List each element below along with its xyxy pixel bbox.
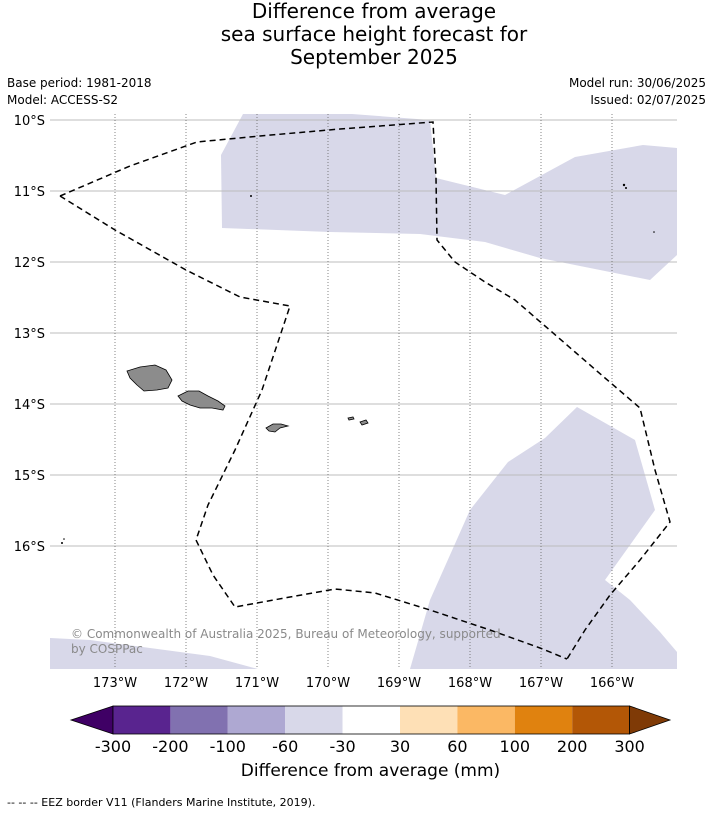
lon-labels: 173°W 172°W 171°W 170°W 169°W 168°W 167°… xyxy=(93,676,634,691)
colorbar-tick-label: -30 xyxy=(330,737,356,756)
colorbar-swatch xyxy=(285,706,343,734)
islet-east xyxy=(653,231,655,233)
colorbar-swatch xyxy=(457,706,515,734)
anomaly-region-southwest xyxy=(50,638,258,669)
map-title: Difference from average sea surface heig… xyxy=(0,0,713,69)
lon-label: 167°W xyxy=(519,676,563,691)
base-period: Base period: 1981-2018 xyxy=(7,76,152,90)
island-upolu xyxy=(177,390,226,411)
eez-layer xyxy=(59,121,671,660)
colorbar-tick-label: 60 xyxy=(447,737,467,756)
lon-label: 168°W xyxy=(448,676,492,691)
colorbar-min-extend xyxy=(69,705,114,735)
lat-label: 13°S xyxy=(14,327,45,342)
lon-label: 166°W xyxy=(590,676,634,691)
land-layer xyxy=(61,183,655,544)
colorbar-outline xyxy=(112,705,630,735)
islet-southwest-a xyxy=(61,542,63,544)
colorbar-max-extend xyxy=(629,705,672,735)
title-line-2: sea surface height forecast for xyxy=(220,22,528,46)
sea-height-map: 10°S 11°S 12°S 13°S 14°S 15°S 16°S 173°W… xyxy=(14,114,677,691)
colorbar-tick-label: 200 xyxy=(557,737,588,756)
copyright: © Commonwealth of Australia 2025, Bureau… xyxy=(71,627,501,656)
anomaly-region-southeast xyxy=(410,407,677,669)
colorbar-swatches xyxy=(69,705,672,735)
anomaly-fill-layer xyxy=(50,114,677,669)
colorbar-swatch xyxy=(113,706,171,734)
colorbar-swatch xyxy=(400,706,458,734)
lon-label: 171°W xyxy=(235,676,279,691)
colorbar-tick-label: 100 xyxy=(500,737,531,756)
copyright-line-2: by COSPPac xyxy=(71,642,143,656)
islet-north-east-b xyxy=(625,187,627,189)
graticule xyxy=(50,114,677,669)
lon-label: 172°W xyxy=(164,676,208,691)
colorbar-swatch xyxy=(572,706,630,734)
title-line-3: September 2025 xyxy=(290,45,458,69)
colorbar-ticks: -300 -200 -100 -60 -30 30 60 100 200 300 xyxy=(95,737,645,756)
colorbar-label: Difference from average (mm) xyxy=(240,761,501,781)
colorbar-tick-label: -60 xyxy=(272,737,298,756)
model-name: Model: ACCESS-S2 xyxy=(7,93,119,107)
lat-label: 10°S xyxy=(14,114,45,129)
colorbar-tick-label: -300 xyxy=(95,737,131,756)
lat-labels: 10°S 11°S 12°S 13°S 14°S 15°S 16°S xyxy=(14,114,45,555)
lon-label: 169°W xyxy=(377,676,421,691)
lat-label: 11°S xyxy=(14,185,45,200)
islet-southwest-b xyxy=(63,538,65,540)
colorbar-swatch xyxy=(342,706,400,734)
title-line-1: Difference from average xyxy=(251,0,497,23)
colorbar-tick-label: 30 xyxy=(390,737,410,756)
island-tutuila xyxy=(265,423,290,433)
lat-label: 16°S xyxy=(14,540,45,555)
island-tau xyxy=(359,419,369,426)
colorbar-tick-label: -200 xyxy=(152,737,188,756)
colorbar-tick-label: 300 xyxy=(614,737,645,756)
island-savaii xyxy=(126,364,173,392)
colorbar-swatch xyxy=(514,706,573,734)
islet-swains xyxy=(250,195,252,197)
colorbar: -300 -200 -100 -60 -30 30 60 100 200 300 xyxy=(69,705,672,756)
colorbar-swatch xyxy=(227,706,286,734)
lat-label: 12°S xyxy=(14,256,45,271)
eez-border-american-samoa xyxy=(59,121,671,660)
eez-legend: -- -- -- EEZ border V11 (Flanders Marine… xyxy=(7,796,316,809)
lon-label: 173°W xyxy=(93,676,137,691)
island-ofu xyxy=(347,416,355,421)
issued-date: Issued: 02/07/2025 xyxy=(590,93,706,107)
lon-label: 170°W xyxy=(306,676,350,691)
model-run: Model run: 30/06/2025 xyxy=(568,76,706,90)
copyright-line-1: © Commonwealth of Australia 2025, Bureau… xyxy=(71,627,501,641)
islet-north-east-a xyxy=(622,183,626,187)
meta-left: Base period: 1981-2018 Model: ACCESS-S2 xyxy=(7,75,152,109)
anomaly-region-north xyxy=(221,114,677,280)
meta-right: Model run: 30/06/2025 Issued: 02/07/2025 xyxy=(569,75,706,109)
lat-label: 15°S xyxy=(14,469,45,484)
lat-label: 14°S xyxy=(14,398,45,413)
colorbar-tick-label: -100 xyxy=(210,737,246,756)
colorbar-swatch xyxy=(170,706,228,734)
